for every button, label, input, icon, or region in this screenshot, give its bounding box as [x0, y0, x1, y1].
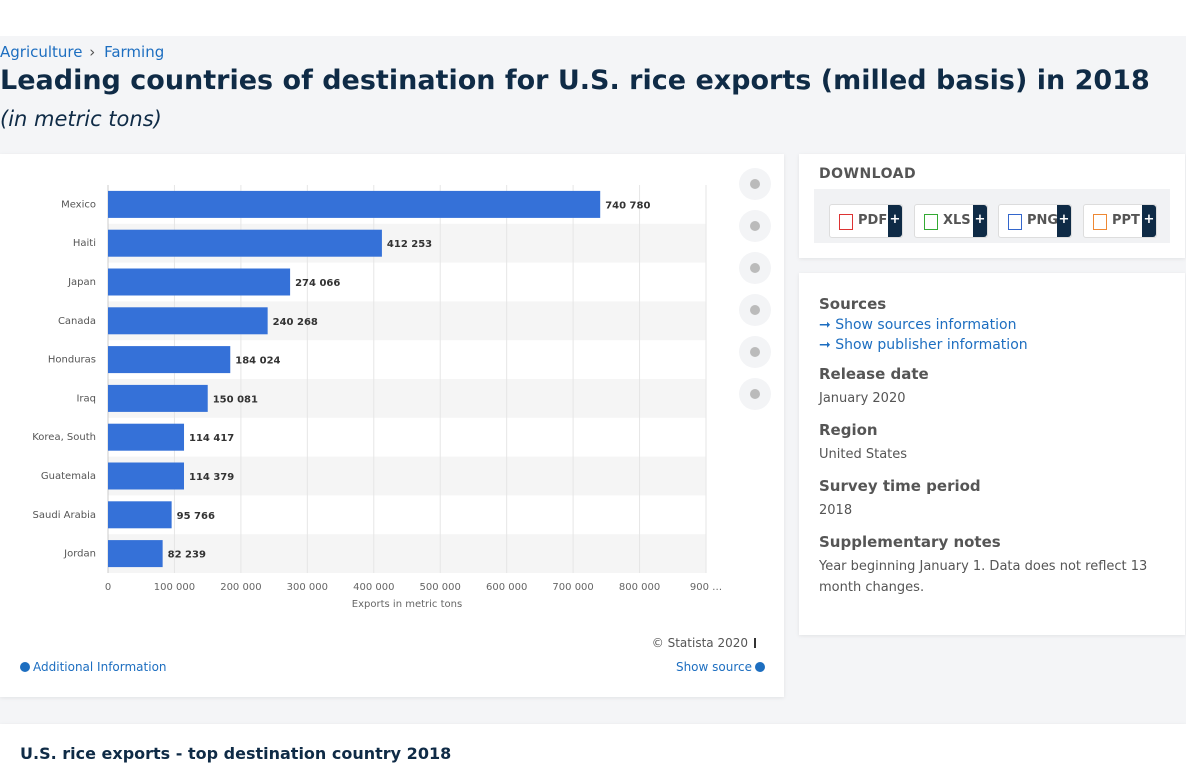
link-text[interactable]: Show sources information — [835, 317, 1017, 333]
info-text: Year beginning January 1. Data does not … — [819, 559, 1148, 595]
show-sources[interactable]: ➞ Show sources information — [819, 317, 1017, 333]
y-tick-label: Jordan — [63, 549, 96, 560]
link-text[interactable]: Show publisher information — [835, 337, 1028, 353]
x-tick-label: 100 000 — [154, 582, 195, 593]
bar — [108, 384, 208, 412]
value-label: 240 268 — [273, 317, 318, 328]
info-title: Region — [819, 421, 878, 439]
info-title: Supplementary notes — [819, 533, 1001, 551]
bar — [108, 268, 291, 296]
bar — [108, 501, 172, 529]
y-tick-label: Korea, South — [32, 432, 96, 443]
bar — [108, 346, 231, 374]
button-plus: + — [973, 205, 987, 237]
x-tick-label: 0 — [105, 582, 111, 593]
row-band — [108, 456, 706, 496]
title: Leading countries of destination for U.S… — [0, 65, 1150, 96]
value-label: 82 239 — [168, 550, 206, 561]
related-card: U.S. rice exports - top destination coun… — [0, 724, 1186, 764]
info-text: 2018 — [819, 503, 853, 518]
info-icon — [755, 662, 765, 672]
value-label: 412 253 — [387, 239, 432, 250]
row-band — [108, 534, 706, 573]
download-button[interactable]: PPT + — [1083, 204, 1157, 238]
chart-card: 0 100 000 200 000 300 000 400 000 500 000 600 … — [0, 154, 784, 697]
value-label: 114 379 — [189, 472, 234, 483]
breadcrumb-link[interactable]: Agriculture — [0, 43, 83, 61]
breadcrumb-separator: › — [89, 43, 96, 61]
info-text: United States — [819, 447, 908, 462]
download-button[interactable]: PNG + — [998, 204, 1072, 238]
y-tick-label: Haiti — [73, 238, 96, 249]
download-title: DOWNLOAD — [819, 166, 917, 182]
x-tick-label: 600 000 — [486, 582, 527, 593]
breadcrumb-link[interactable]: Farming — [104, 43, 165, 61]
x-axis-label: Exports in metric tons — [352, 599, 462, 610]
value-label: 95 766 — [177, 511, 215, 522]
sources-title: Sources — [819, 295, 887, 313]
button-label: PNG — [1027, 213, 1059, 228]
additional-info[interactable]: Additional Information — [33, 660, 167, 674]
info-title: Survey time period — [819, 477, 981, 495]
y-tick-label: Canada — [58, 316, 96, 327]
value-label: 274 066 — [295, 278, 340, 289]
subtitle: (in metric tons) — [0, 107, 162, 131]
info-card: Sources ➞ Show sources information ➞ Sho… — [799, 273, 1185, 635]
y-tick-label: Saudi Arabia — [33, 510, 96, 521]
y-tick-label: Japan — [67, 277, 96, 288]
x-tick-label: 700 000 — [552, 582, 593, 593]
info-text: January 2020 — [819, 391, 906, 406]
y-tick-label: Guatemala — [41, 471, 96, 482]
y-tick-label: Honduras — [48, 355, 96, 366]
bar — [108, 190, 601, 218]
bar — [108, 307, 268, 335]
breadcrumb: Agriculture › Farming — [0, 43, 164, 61]
info-icon — [20, 662, 30, 672]
button-plus: + — [1142, 205, 1156, 237]
flag-icon[interactable] — [754, 638, 766, 648]
bar — [108, 423, 185, 451]
copyright: © Statista 2020 — [651, 636, 748, 650]
show-source[interactable]: Show source — [675, 660, 752, 674]
bar — [108, 540, 163, 568]
chart: 0 100 000 200 000 300 000 400 000 500 000 600 … — [32, 168, 771, 610]
download-button[interactable]: XLS + — [914, 204, 988, 238]
info-title: Release date — [819, 365, 929, 383]
x-tick-label: 800 000 — [619, 582, 660, 593]
x-tick-label: 900 … — [690, 582, 722, 593]
related-title[interactable]: U.S. rice exports - top destination coun… — [20, 744, 452, 763]
file-icon — [1093, 214, 1107, 230]
y-tick-label: Mexico — [61, 199, 96, 210]
download-card: DOWNLOAD PDF + XLS + PNG + PPT + — [799, 154, 1185, 258]
file-icon — [1008, 214, 1022, 230]
download-button[interactable]: PDF + — [829, 204, 903, 238]
show-publisher[interactable]: ➞ Show publisher information — [819, 337, 1028, 353]
value-label: 184 024 — [235, 356, 280, 367]
bar — [108, 462, 184, 490]
button-label: XLS — [943, 213, 971, 228]
x-tick-label: 400 000 — [353, 582, 394, 593]
bar — [108, 229, 382, 257]
toolbar — [739, 168, 771, 410]
file-icon — [839, 214, 853, 230]
top-bar — [0, 0, 1186, 36]
value-label: 114 417 — [189, 433, 234, 444]
button-plus: + — [888, 205, 902, 237]
button-label: PPT — [1112, 213, 1140, 228]
file-icon — [924, 214, 938, 230]
y-tick-label: Iraq — [76, 393, 96, 404]
button-label: PDF — [858, 213, 888, 228]
x-tick-label: 300 000 — [287, 582, 328, 593]
button-plus: + — [1057, 205, 1071, 237]
x-tick-label: 200 000 — [220, 582, 261, 593]
value-label: 150 081 — [213, 394, 258, 405]
x-tick-label: 500 000 — [420, 582, 461, 593]
value-label: 740 780 — [605, 200, 650, 211]
